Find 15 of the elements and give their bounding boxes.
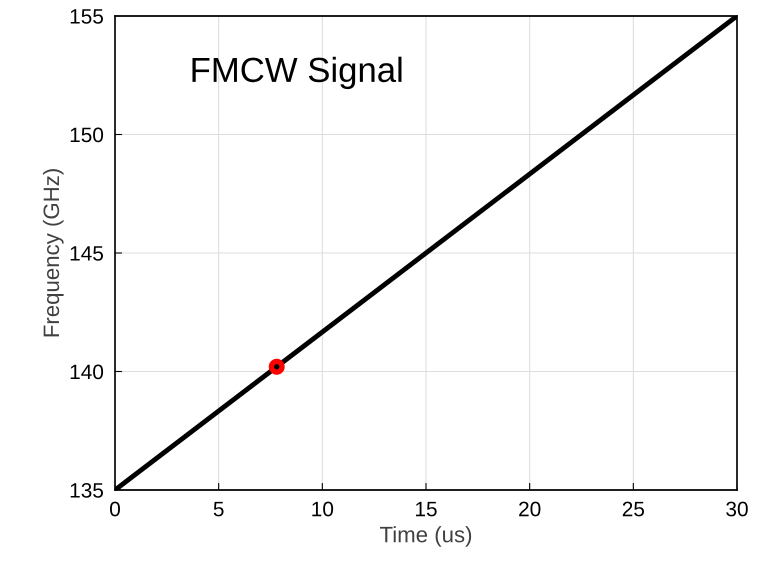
y-tick-label: 140 <box>70 364 104 380</box>
y-tick-label: 135 <box>70 483 104 498</box>
x-tick-label: 30 <box>726 502 748 516</box>
x-tick-label: 20 <box>519 502 540 516</box>
x-axis-title: Time (us) <box>380 526 472 547</box>
y-tick-label: 150 <box>70 128 104 142</box>
x-tick-label: 10 <box>312 502 334 516</box>
y-tick-label: 155 <box>70 9 104 24</box>
annotation: FMCW Signal <box>192 56 402 90</box>
x-tick-label: 0 <box>110 502 120 516</box>
x-tick-label: 5 <box>214 502 224 516</box>
y-axis-title: Frequency (GHz) <box>42 169 64 336</box>
y-tick-label: 145 <box>70 246 104 261</box>
x-tick-label: 25 <box>622 502 644 516</box>
x-tick-label: 15 <box>416 502 437 516</box>
